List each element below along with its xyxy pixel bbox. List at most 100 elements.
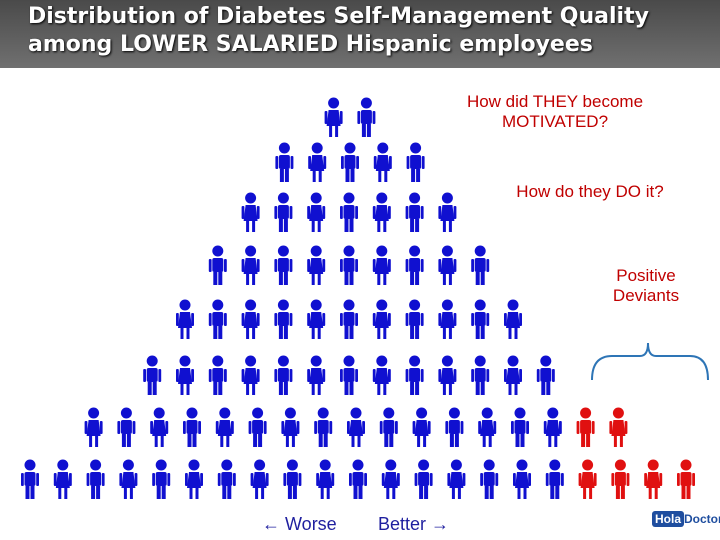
person-icon — [480, 459, 499, 499]
annotation: How did THEY become MOTIVATED? — [466, 92, 644, 131]
person-icon — [84, 407, 103, 447]
person-icon — [438, 299, 457, 339]
person-icon — [274, 245, 293, 285]
person-icon — [341, 142, 359, 182]
person-icon — [208, 245, 227, 285]
person-icon — [412, 407, 431, 447]
person-icon — [438, 245, 457, 285]
person-icon — [357, 97, 376, 137]
person-icon — [349, 459, 367, 499]
person-icon — [511, 407, 529, 447]
person-icon — [576, 407, 595, 447]
person-icon — [53, 459, 72, 499]
person-icon — [644, 459, 663, 499]
person-icon — [438, 192, 457, 232]
person-icon — [281, 407, 300, 447]
person-icon — [405, 245, 424, 285]
person-icon — [405, 355, 424, 395]
person-icon — [241, 355, 260, 395]
person-icon — [677, 459, 695, 499]
person-icon — [248, 407, 267, 447]
person-icon — [215, 407, 234, 447]
person-icon — [86, 459, 105, 499]
axis-label: Better — [378, 514, 427, 534]
person-icon — [316, 459, 335, 499]
person-icon — [513, 459, 531, 499]
person-icon — [372, 299, 391, 339]
person-icon — [372, 355, 391, 395]
person-icon — [445, 407, 464, 447]
person-icon — [504, 355, 522, 395]
person-icon — [21, 459, 39, 499]
person-icon — [152, 459, 171, 499]
person-icon — [340, 245, 358, 285]
annotation: How do they DO it? — [516, 182, 664, 201]
person-icon — [438, 355, 457, 395]
person-icon — [307, 245, 326, 285]
person-icon — [183, 407, 201, 447]
person-icon — [379, 407, 398, 447]
person-icon — [340, 355, 358, 395]
person-icon — [250, 459, 269, 499]
person-icon — [471, 299, 490, 339]
logo: Hola Doctor — [652, 511, 720, 527]
person-icon — [241, 245, 260, 285]
person-icon — [143, 355, 162, 395]
person-icon — [381, 459, 400, 499]
person-icon — [241, 192, 260, 232]
person-icon — [406, 142, 425, 182]
person-icon — [117, 407, 136, 447]
person-icon — [372, 245, 391, 285]
person-icon — [307, 355, 326, 395]
person-icon — [208, 355, 227, 395]
axis-right: Better → — [378, 514, 450, 534]
person-icon — [611, 459, 630, 499]
person-icon — [208, 299, 227, 339]
person-icon — [578, 459, 597, 499]
person-icon — [307, 299, 326, 339]
person-icon — [543, 407, 562, 447]
person-icon — [347, 407, 365, 447]
person-icon — [274, 192, 293, 232]
person-icon — [314, 407, 333, 447]
annotation: Positive Deviants — [612, 266, 680, 305]
person-icon — [308, 142, 327, 182]
person-icon — [471, 245, 490, 285]
axis-label: Worse — [285, 514, 337, 534]
logo-text: Hola — [652, 511, 685, 527]
person-icon — [504, 299, 522, 339]
person-icon — [471, 355, 490, 395]
person-icon — [447, 459, 466, 499]
axis-left: ← Worse — [262, 514, 337, 534]
person-icon — [283, 459, 302, 499]
logo-text: Doctor — [684, 512, 720, 526]
title-bar: Distribution of Diabetes Self-Management… — [0, 0, 720, 68]
person-icon — [150, 407, 169, 447]
title-line: among LOWER SALARIED Hispanic employees — [28, 32, 593, 57]
person-icon — [372, 192, 391, 232]
person-icon — [119, 459, 138, 499]
person-icon — [536, 355, 555, 395]
person-icon — [275, 142, 294, 182]
person-icon — [478, 407, 497, 447]
person-icon — [274, 299, 293, 339]
person-icon — [324, 97, 343, 137]
person-icon — [414, 459, 433, 499]
title-line: Distribution of Diabetes Self-Management… — [28, 4, 649, 29]
person-icon — [217, 459, 236, 499]
person-icon — [340, 192, 358, 232]
person-icon — [307, 192, 326, 232]
person-icon — [373, 142, 392, 182]
person-icon — [405, 192, 424, 232]
person-icon — [176, 355, 194, 395]
person-icon — [274, 355, 293, 395]
person-icon — [241, 299, 260, 339]
person-icon — [185, 459, 203, 499]
person-icon — [176, 299, 194, 339]
person-icon — [340, 299, 358, 339]
person-icon — [609, 407, 628, 447]
person-icon — [545, 459, 564, 499]
brace — [591, 342, 709, 381]
